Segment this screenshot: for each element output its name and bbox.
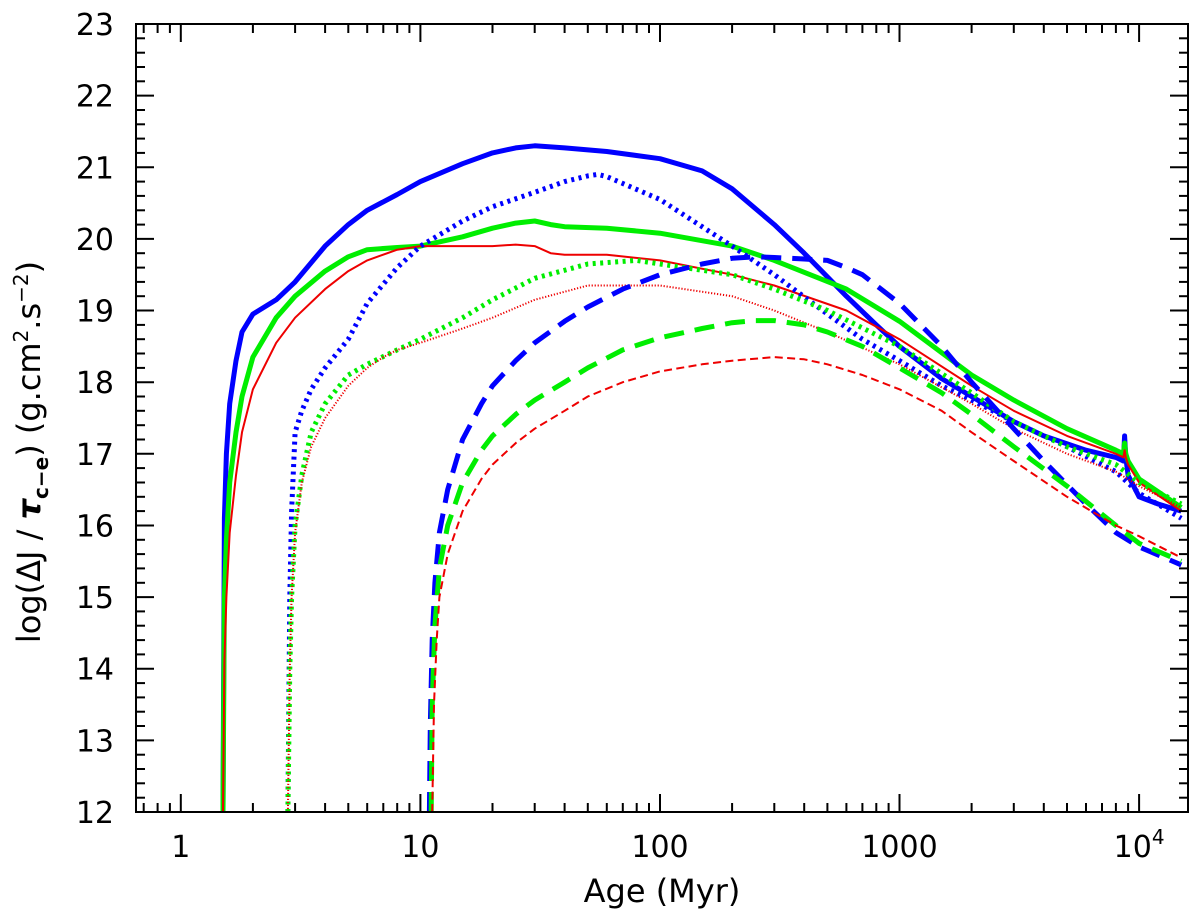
y-tick-labels: 12 13 14 15 16 17 18 19 20 21 22 23: [76, 8, 114, 831]
y-tick-label: 18: [76, 366, 114, 401]
axes-frame: [135, 23, 1189, 813]
y-tick-label: 21: [76, 151, 114, 186]
series-line-00ee00-dashed-thick: [428, 318, 1183, 812]
plot-lines: [220, 143, 1183, 812]
x-tick-label: 10: [401, 830, 439, 865]
x-tick-label: 100: [631, 830, 688, 865]
series-line-ee0000-dashed-thin: [431, 356, 1182, 812]
y-tick-label: 12: [76, 796, 114, 831]
series-line-00ee00-solid-thick: [220, 218, 1183, 812]
y-tick-label: 17: [76, 438, 114, 473]
y-axis-title: log(ΔJ / τc−e) (g.cm2.s−2): [9, 261, 53, 643]
plot-frame: [135, 23, 1189, 813]
series-line-ee0000-solid-thin: [222, 243, 1182, 812]
y-tick-label: 16: [76, 510, 114, 545]
y-tick-label: 13: [76, 724, 114, 759]
y-tick-label: 15: [76, 581, 114, 616]
x-tick-label: 1: [171, 830, 190, 865]
y-tick-label: 19: [76, 295, 114, 330]
series-line-0000ff-dashed-thick: [426, 254, 1183, 812]
x-axis-title: Age (Myr): [584, 872, 741, 910]
y-tick-label: 14: [76, 653, 114, 688]
y-tick-label: 22: [76, 80, 114, 115]
series-line-0000ff-solid-thick: [220, 143, 1183, 812]
y-tick-label: 20: [76, 223, 114, 258]
x-tick-label: 104: [1114, 825, 1165, 865]
x-tick-labels: 1 10 100 1000 104: [171, 825, 1164, 865]
series-line-ee0000-dotted-thin: [286, 284, 1182, 812]
x-tick-label: 1000: [861, 830, 937, 865]
y-tick-label: 23: [76, 8, 114, 43]
series-line-0000ff-dotted-thick: [285, 171, 1183, 812]
